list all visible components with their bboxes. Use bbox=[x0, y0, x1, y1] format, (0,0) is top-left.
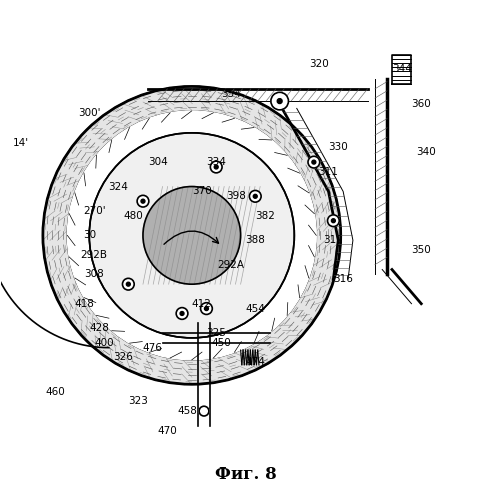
Circle shape bbox=[43, 86, 341, 385]
Text: 382: 382 bbox=[255, 211, 275, 221]
Text: 418: 418 bbox=[75, 298, 94, 308]
Circle shape bbox=[253, 194, 257, 198]
Text: 270': 270' bbox=[83, 206, 106, 216]
Circle shape bbox=[277, 98, 282, 103]
Text: 454: 454 bbox=[246, 304, 265, 314]
Circle shape bbox=[89, 133, 294, 338]
Text: 354: 354 bbox=[221, 89, 241, 99]
Text: 326: 326 bbox=[113, 352, 134, 362]
Text: 340: 340 bbox=[416, 148, 436, 158]
Circle shape bbox=[180, 312, 184, 316]
Text: 360: 360 bbox=[411, 98, 431, 108]
Text: Фиг. 8: Фиг. 8 bbox=[215, 466, 276, 483]
Text: 470: 470 bbox=[158, 426, 177, 436]
Circle shape bbox=[249, 190, 261, 202]
Circle shape bbox=[89, 133, 294, 338]
Circle shape bbox=[43, 86, 341, 385]
Circle shape bbox=[122, 278, 134, 290]
Text: 412: 412 bbox=[191, 298, 212, 308]
Text: 370: 370 bbox=[191, 186, 212, 196]
Text: 458: 458 bbox=[177, 406, 197, 416]
Circle shape bbox=[331, 219, 335, 222]
Circle shape bbox=[210, 161, 222, 173]
Text: 476: 476 bbox=[143, 342, 163, 352]
Circle shape bbox=[308, 156, 320, 168]
Circle shape bbox=[67, 111, 316, 360]
Circle shape bbox=[176, 308, 188, 320]
Circle shape bbox=[201, 302, 212, 314]
Text: 292B: 292B bbox=[81, 250, 108, 260]
Text: 480: 480 bbox=[123, 211, 143, 221]
Circle shape bbox=[141, 199, 145, 203]
Text: 460: 460 bbox=[45, 386, 65, 396]
Circle shape bbox=[214, 165, 218, 169]
Circle shape bbox=[204, 306, 208, 310]
Text: 30: 30 bbox=[82, 230, 96, 240]
Text: 474: 474 bbox=[246, 358, 265, 368]
Text: 304: 304 bbox=[148, 157, 167, 167]
Circle shape bbox=[327, 215, 339, 226]
Text: 316: 316 bbox=[333, 274, 353, 284]
Text: 300': 300' bbox=[78, 108, 101, 118]
Text: 323: 323 bbox=[128, 396, 148, 406]
Text: 308: 308 bbox=[84, 270, 104, 280]
Text: 450: 450 bbox=[211, 338, 231, 348]
Text: 344: 344 bbox=[392, 64, 411, 74]
Text: 311: 311 bbox=[319, 167, 338, 177]
Text: 398: 398 bbox=[226, 192, 246, 202]
Circle shape bbox=[114, 157, 270, 314]
Text: 325: 325 bbox=[206, 328, 226, 338]
Text: 320: 320 bbox=[309, 60, 328, 70]
Text: 428: 428 bbox=[89, 323, 109, 333]
Circle shape bbox=[137, 196, 149, 207]
Text: 14': 14' bbox=[13, 138, 29, 147]
Circle shape bbox=[143, 186, 241, 284]
Text: 334: 334 bbox=[206, 157, 226, 167]
Wedge shape bbox=[43, 86, 341, 385]
Circle shape bbox=[312, 160, 316, 164]
Text: 388: 388 bbox=[246, 235, 265, 245]
Text: 330: 330 bbox=[328, 142, 348, 152]
Text: 400: 400 bbox=[94, 338, 114, 348]
Text: 350: 350 bbox=[411, 245, 431, 255]
Circle shape bbox=[271, 92, 289, 110]
Circle shape bbox=[126, 282, 130, 286]
Circle shape bbox=[199, 406, 209, 416]
Text: 324: 324 bbox=[109, 182, 129, 192]
Text: 292A: 292A bbox=[218, 260, 245, 270]
Text: 312: 312 bbox=[324, 235, 343, 245]
